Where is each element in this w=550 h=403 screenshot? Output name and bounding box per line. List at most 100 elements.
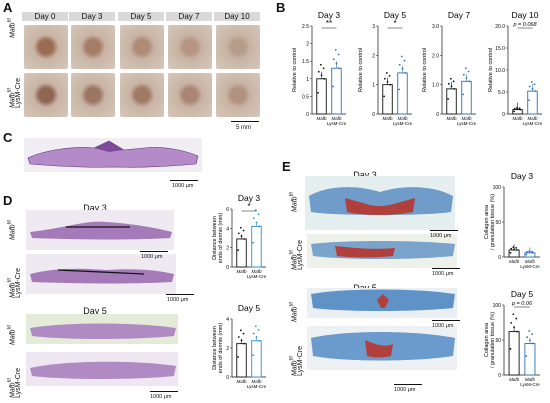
data-point [447, 98, 450, 100]
data-point [337, 53, 340, 56]
data-point [531, 342, 534, 345]
data-point [465, 77, 468, 79]
x-tick-label: Mafb [461, 116, 472, 121]
data-point [449, 77, 452, 80]
y-tick-label: 3 [372, 24, 375, 30]
y-tick-label: 5.0 [498, 90, 505, 96]
scale-bar [231, 121, 259, 122]
data-point [386, 80, 389, 83]
panel-a-day-header: Day 10 [214, 12, 260, 21]
e-scale-label-4: 1000 μm [394, 387, 416, 393]
significance-label: p = 0.068 [512, 22, 537, 28]
data-point [237, 356, 240, 358]
y-tick-label: 0 [436, 112, 439, 118]
y-tick-label: 2 [226, 246, 229, 252]
panel-e-row2b-label: LysM-Cre [297, 239, 304, 270]
x-tick-label: Mafb [509, 377, 520, 382]
significance-label: p = 0.06 [511, 301, 533, 307]
panel-e-row4b-label: LysM-Cre [297, 345, 304, 376]
chart-title: Day 5 [511, 289, 533, 299]
data-point [332, 85, 334, 88]
bar [236, 238, 247, 268]
panel-a-day-header: Day 5 [118, 12, 164, 21]
data-point [519, 108, 522, 111]
chart-title: Day 5 [238, 303, 260, 313]
bar [251, 340, 262, 378]
y-axis-label: Relative to control [488, 48, 494, 92]
panel-c-letter: C [3, 130, 13, 145]
data-point [317, 70, 320, 73]
y-tick-label: 100 [493, 185, 502, 191]
y-axis-label: Relative to control [358, 48, 364, 92]
data-point [401, 67, 404, 70]
d-tissue-1 [30, 221, 172, 240]
y-tick-label: 1.0 [432, 83, 439, 89]
y-tick-label: 0 [226, 375, 229, 381]
data-point [450, 85, 453, 88]
y-axis-label: Distance between [212, 216, 218, 260]
data-point [515, 317, 518, 320]
data-point [389, 83, 392, 86]
data-point [462, 73, 465, 76]
data-point [239, 329, 242, 332]
y-axis-label: / granulation tissue (%) [490, 194, 496, 250]
data-point [515, 247, 518, 249]
data-point [257, 213, 260, 216]
data-point [252, 332, 255, 335]
e-tissue-1 [309, 187, 453, 215]
bar [461, 80, 472, 115]
data-point [242, 229, 245, 232]
x-tick-label: Mafb [525, 377, 536, 382]
x-tick-label: Mafb [397, 116, 408, 121]
x-tick-label: Mafb [237, 269, 248, 274]
e-scale-label-1: 1000 μm [430, 233, 452, 239]
panel-c-scale-label: 1000 μm [172, 183, 194, 189]
data-point [533, 83, 536, 86]
x-tick-label: Mafb [237, 379, 248, 384]
bar [236, 343, 247, 378]
y-tick-label: 0 [226, 265, 229, 271]
wound-photo [120, 25, 164, 69]
y-axis-label: Collagen area [484, 204, 490, 239]
data-point [383, 95, 386, 98]
panel-a-day-header: Day 3 [69, 12, 115, 21]
data-point [335, 62, 338, 65]
x-tick-label: LysM-Cre [327, 121, 347, 126]
e-scale-label-2: 1000 μm [432, 271, 454, 277]
data-point [462, 93, 464, 96]
data-point [319, 63, 322, 66]
data-point [383, 77, 386, 80]
data-point [526, 336, 528, 339]
panel-c-tissue [27, 140, 199, 168]
y-tick-label: 3.0 [432, 24, 439, 30]
scale-label: 5 mm [236, 125, 251, 131]
e-scale-bar-1 [430, 230, 458, 231]
data-point [258, 339, 261, 342]
data-point [447, 82, 450, 85]
data-point [513, 110, 516, 113]
panel-e-histology [305, 176, 457, 370]
data-point [239, 226, 242, 229]
wound-photo [71, 25, 115, 69]
chart-title: Day 3 [238, 195, 260, 203]
panel-e-row3-label: Mafbf/f [289, 302, 299, 322]
significance-label: ** [326, 19, 332, 28]
y-tick-label: 1.5 [302, 59, 309, 65]
data-point [529, 251, 531, 254]
panel-e-row1-label: Mafbf/f [289, 192, 299, 212]
data-point [240, 235, 243, 238]
wound-photo [120, 73, 164, 117]
panel-d-day5-title: Day 5 [83, 306, 107, 316]
panel-c-wound [94, 141, 124, 152]
data-point [252, 217, 255, 220]
bar [331, 67, 342, 115]
data-point [516, 330, 518, 333]
data-point [403, 59, 406, 62]
x-tick-label: Mafb [447, 116, 458, 121]
data-point [529, 339, 531, 342]
y-tick-label: 2.5 [302, 24, 309, 30]
y-tick-label: 0 [502, 112, 505, 118]
data-point [516, 249, 518, 251]
data-point [240, 339, 243, 342]
